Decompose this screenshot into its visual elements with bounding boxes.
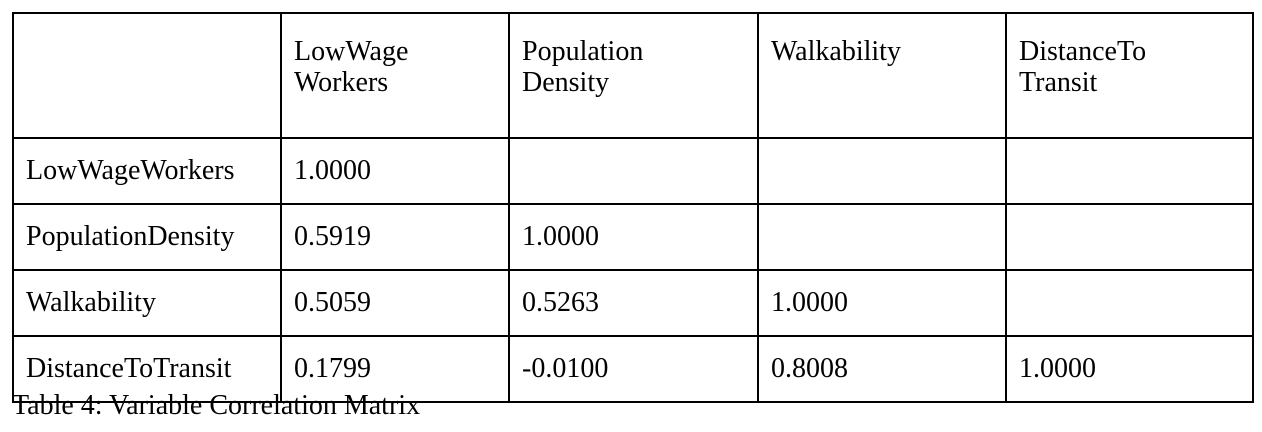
- value-cell: [1005, 137, 1254, 205]
- header-cell-walkability: Walkability: [757, 12, 1007, 139]
- row-label-cell: PopulationDensity: [12, 203, 282, 271]
- table-row: PopulationDensity 0.5919 1.0000: [12, 203, 1254, 271]
- value-cell: [1005, 203, 1254, 271]
- value-cell: 0.8008: [757, 335, 1007, 403]
- value-cell: [757, 137, 1007, 205]
- value-cell: 0.5263: [508, 269, 759, 337]
- row-label-cell: LowWageWorkers: [12, 137, 282, 205]
- row-label-cell: DistanceToTransit: [12, 335, 282, 403]
- header-text-line-2: Transit: [1019, 67, 1098, 99]
- header-text-line-2: Density: [522, 67, 610, 99]
- table-row: LowWageWorkers 1.0000: [12, 137, 1254, 205]
- row-label-cell: Walkability: [12, 269, 282, 337]
- table-caption: Table 4: Variable Correlation Matrix: [12, 390, 421, 421]
- header-text-line-1: Walkability: [771, 36, 901, 67]
- value-cell: [757, 203, 1007, 271]
- value-cell: 0.5059: [280, 269, 510, 337]
- header-row: LowWage Workers Population Density Walka…: [12, 12, 1254, 139]
- value-cell: [1005, 269, 1254, 337]
- value-cell: 0.1799: [280, 335, 510, 403]
- header-text-line-1: LowWage: [294, 36, 409, 67]
- table-row: Walkability 0.5059 0.5263 1.0000: [12, 269, 1254, 337]
- value-cell: 1.0000: [508, 203, 759, 271]
- value-cell: -0.0100: [508, 335, 759, 403]
- value-cell: [508, 137, 759, 205]
- value-cell: 1.0000: [1005, 335, 1254, 403]
- table-row: DistanceToTransit 0.1799 -0.0100 0.8008 …: [12, 335, 1254, 403]
- header-text-line-1: DistanceTo: [1019, 36, 1147, 67]
- header-text-line-2: Workers: [294, 67, 389, 99]
- header-corner-cell: [12, 12, 282, 139]
- header-cell-population-density: Population Density: [508, 12, 759, 139]
- value-cell: 0.5919: [280, 203, 510, 271]
- header-cell-lowwage-workers: LowWage Workers: [280, 12, 510, 139]
- header-cell-distance-to-transit: DistanceTo Transit: [1005, 12, 1254, 139]
- correlation-matrix-table: LowWage Workers Population Density Walka…: [12, 12, 1254, 403]
- header-text-line-1: Population: [522, 36, 644, 67]
- value-cell: 1.0000: [757, 269, 1007, 337]
- value-cell: 1.0000: [280, 137, 510, 205]
